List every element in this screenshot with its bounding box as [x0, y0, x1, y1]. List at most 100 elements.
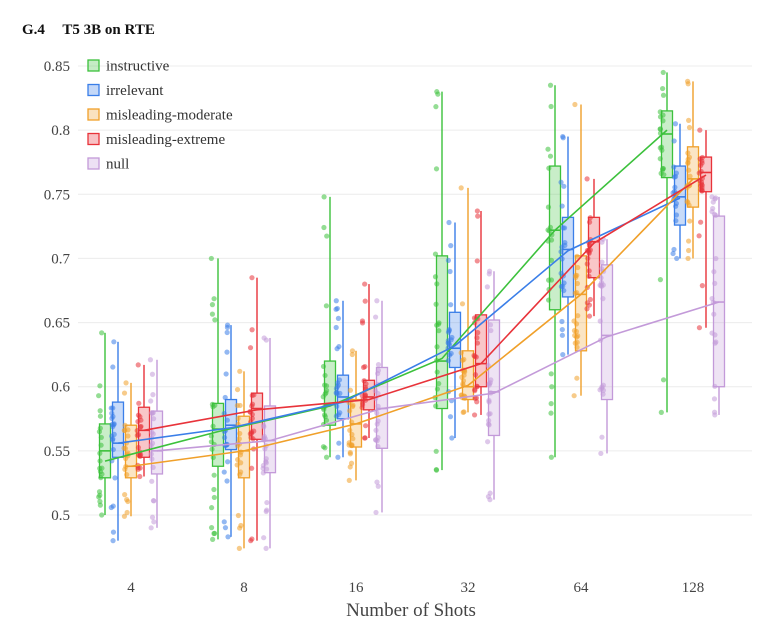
chart-heading: T5 3B on RTE: [62, 22, 155, 38]
data-point: [660, 112, 666, 118]
x-tick-label: 16: [349, 580, 365, 596]
mean-line-misleading-extreme: [143, 174, 707, 432]
data-point: [436, 328, 442, 334]
data-point: [686, 117, 692, 123]
data-point: [699, 188, 705, 194]
data-point: [548, 410, 554, 416]
data-point: [574, 253, 580, 259]
data-point: [209, 401, 216, 407]
data-point: [545, 297, 552, 303]
data-point: [584, 176, 590, 182]
data-point: [260, 470, 266, 476]
data-point: [561, 280, 567, 286]
data-point: [712, 340, 718, 346]
box-instructive-64: [548, 85, 562, 458]
data-point: [208, 255, 214, 262]
data-point: [657, 126, 664, 132]
data-point: [488, 377, 494, 383]
data-point: [348, 460, 355, 466]
grid-lines: [78, 65, 752, 516]
data-point: [458, 185, 464, 191]
data-point: [122, 466, 128, 472]
data-point: [362, 298, 368, 304]
data-point: [97, 408, 103, 414]
data-point: [208, 433, 214, 439]
data-point: [698, 219, 704, 225]
data-point: [222, 394, 228, 401]
data-point: [334, 403, 340, 409]
data-point: [548, 371, 554, 377]
data-point: [474, 335, 480, 341]
data-point: [149, 440, 156, 446]
section-heading: G.4 T5 3B on RTE: [22, 22, 155, 39]
legend-swatch: [87, 83, 100, 97]
data-point: [459, 301, 466, 307]
data-point: [474, 399, 480, 405]
data-point: [361, 378, 367, 384]
data-point: [448, 302, 454, 308]
data-point: [359, 405, 365, 411]
y-tick-label: 0.75: [44, 187, 70, 203]
data-point: [149, 478, 155, 484]
data-point: [600, 391, 606, 397]
data-point: [674, 255, 680, 262]
legend-label: misleading-moderate: [106, 108, 233, 124]
data-point: [433, 448, 439, 454]
data-point: [446, 219, 452, 226]
data-point: [121, 427, 127, 434]
data-point: [673, 212, 680, 218]
box-body: [686, 146, 700, 208]
data-point: [698, 168, 704, 175]
data-point: [333, 306, 339, 312]
data-point: [122, 445, 129, 452]
data-point: [224, 478, 230, 484]
data-point: [672, 121, 679, 127]
data-point: [151, 519, 157, 525]
box-instructive-128: [660, 72, 674, 413]
data-point: [122, 422, 128, 428]
data-point: [236, 545, 242, 551]
data-point: [147, 357, 154, 363]
data-point: [149, 514, 156, 520]
data-point: [208, 525, 215, 531]
data-point: [323, 454, 330, 460]
data-point: [433, 466, 439, 473]
data-point: [475, 330, 481, 336]
data-point: [149, 371, 156, 377]
data-point: [221, 434, 228, 441]
data-point: [559, 203, 565, 209]
data-point: [249, 327, 255, 333]
data-point: [109, 410, 115, 416]
data-point: [546, 228, 552, 234]
data-point: [445, 329, 452, 335]
legend-label: instructive: [106, 59, 170, 75]
data-point: [223, 371, 229, 377]
data-point: [685, 150, 691, 156]
data-point: [209, 446, 215, 452]
data-point: [334, 346, 340, 352]
data-point: [584, 261, 590, 267]
data-point: [261, 535, 267, 541]
data-point: [374, 479, 380, 485]
data-point: [347, 451, 353, 457]
data-point: [673, 218, 679, 224]
data-point: [148, 398, 154, 404]
data-point: [222, 525, 229, 531]
data-point: [263, 508, 269, 515]
x-tick-label: 4: [127, 580, 135, 596]
data-point: [659, 167, 666, 173]
data-point: [575, 313, 581, 319]
box-body: [548, 165, 562, 311]
data-point: [559, 332, 565, 338]
data-point: [236, 436, 242, 442]
data-point: [474, 258, 480, 264]
data-point: [373, 427, 379, 433]
legend-label: null: [106, 157, 129, 173]
data-point: [461, 356, 467, 363]
data-point: [110, 364, 116, 370]
box-body: [487, 319, 501, 437]
data-point: [488, 327, 494, 334]
data-point: [210, 536, 216, 542]
data-point: [98, 475, 104, 481]
data-point: [262, 446, 268, 452]
